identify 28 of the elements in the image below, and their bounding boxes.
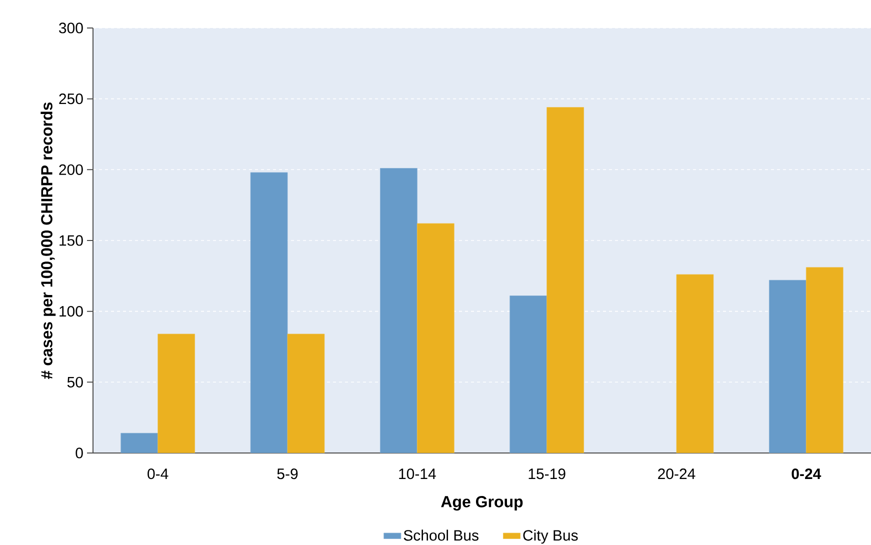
bar [120,432,158,453]
bar [250,172,288,453]
legend-label: City Bus [523,530,578,544]
x-axis-title: Age Group [441,496,523,511]
bar [676,274,714,453]
y-tick-label: 150 [60,235,83,246]
x-tick-label: 20-24 [658,468,696,480]
bar [287,334,325,453]
bar [806,267,844,453]
x-tick-label: 0-24 [792,468,822,480]
y-tick-label: 100 [60,306,83,317]
bar [380,168,418,453]
y-tick-label: 0 [76,448,83,458]
x-tick-label: 10-14 [399,468,436,480]
bar [769,280,806,453]
y-tick-label: 50 [67,376,83,388]
y-tick-label: 300 [59,22,83,34]
x-tick-label: 15-19 [528,468,566,480]
y-tick-label: 250 [59,94,83,104]
y-tick-label: 200 [59,164,83,175]
legend-label: School Bus [404,530,478,541]
bar [510,296,548,453]
bar [546,107,584,453]
x-tick-label: 0-4 [148,468,168,480]
bar [158,334,195,453]
y-axis-title: # cases per 100,000 CHIRPP records [40,102,56,379]
x-tick-label: 5-9 [277,468,298,480]
bar [416,223,454,453]
